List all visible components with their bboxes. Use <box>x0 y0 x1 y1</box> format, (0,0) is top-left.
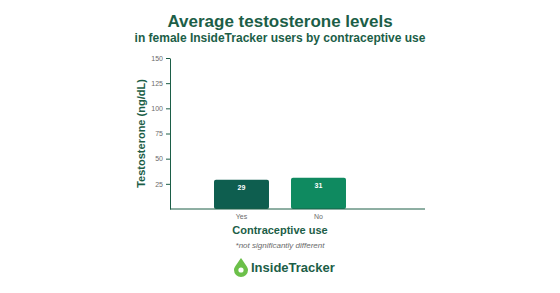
bar <box>214 180 269 209</box>
y-tick-label: 125 <box>151 80 163 87</box>
logo: InsideTracker <box>234 258 335 277</box>
data-label: 29 <box>238 184 246 191</box>
data-label: 31 <box>315 182 323 189</box>
x-tick-label: Yes <box>236 213 248 220</box>
x-tick: No <box>314 209 323 220</box>
subtitle: in female InsideTracker users by contrac… <box>135 31 426 45</box>
y-tick-mark <box>166 134 170 135</box>
x-tick-label: No <box>314 213 323 220</box>
logo-icon <box>234 258 248 277</box>
y-tick: 100 <box>151 105 170 112</box>
x-axis-title: Contraceptive use <box>232 224 327 236</box>
y-tick-mark <box>166 184 170 185</box>
bars <box>214 178 346 209</box>
y-axis-title: Testosterone (ng/dL) <box>135 79 147 188</box>
y-tick-mark <box>166 58 170 59</box>
y-tick-label: 50 <box>155 155 163 162</box>
y-tick: 25 <box>155 181 170 188</box>
y-tick: 125 <box>151 80 170 87</box>
x-tick: Yes <box>236 209 248 220</box>
bar <box>291 178 346 209</box>
annotation: *not significantly different <box>236 241 326 250</box>
y-tick: 50 <box>155 155 170 162</box>
y-tick-label: 75 <box>155 130 163 137</box>
title: Average testosterone levels <box>167 12 392 31</box>
y-axis: 25 50 75 100 125 150 <box>151 55 170 210</box>
logo-icon-dot <box>238 267 243 272</box>
y-tick-label: 150 <box>151 55 163 62</box>
x-axis-line <box>170 209 425 210</box>
y-tick: 75 <box>155 130 170 137</box>
y-tick: 150 <box>151 55 170 62</box>
y-tick-label: 100 <box>151 105 163 112</box>
y-tick-mark <box>166 108 170 109</box>
y-tick-mark <box>166 83 170 84</box>
y-axis-line <box>170 59 171 210</box>
y-tick-mark <box>166 159 170 160</box>
logo-text: InsideTracker <box>251 260 335 275</box>
x-axis: Yes No <box>236 209 323 220</box>
y-tick-label: 25 <box>155 181 163 188</box>
chart: Average testosterone levelsin female Ins… <box>0 0 560 293</box>
